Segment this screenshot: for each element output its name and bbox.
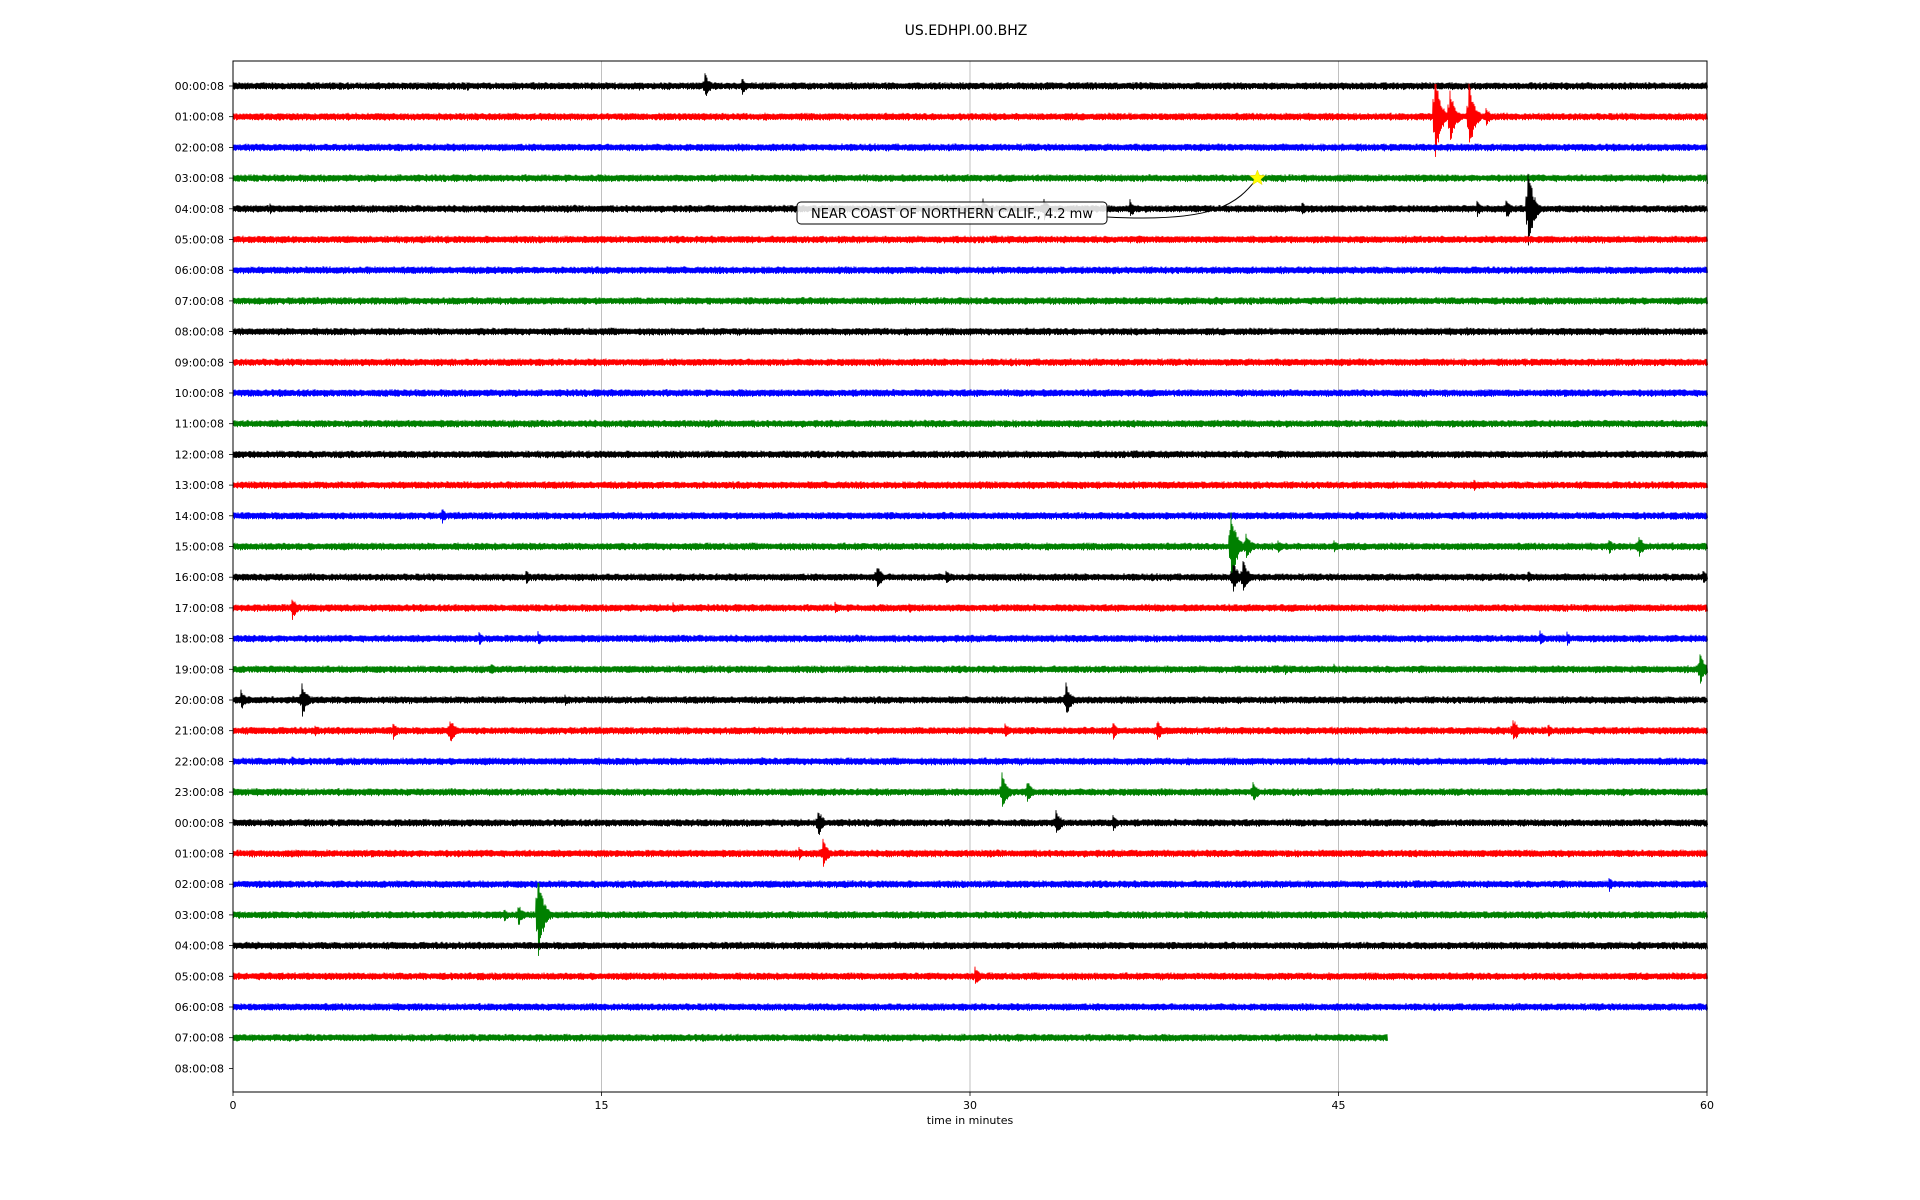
annotation-leader-line [1106,177,1258,219]
row-label-7: 07:00:08 [175,295,224,308]
trace-row-17 [232,599,1708,621]
trace-row-15 [232,512,1708,577]
trace-row-29 [232,966,1708,984]
row-label-4: 04:00:08 [175,203,224,216]
x-tick-label-60: 60 [1700,1099,1714,1112]
row-label-29: 05:00:08 [175,970,224,983]
row-label-11: 11:00:08 [175,418,224,431]
row-label-27: 03:00:08 [175,909,224,922]
trace-row-18 [232,630,1708,646]
trace-row-25 [232,838,1708,867]
trace-row-21 [232,720,1708,742]
seismogram-traces [232,73,1708,1042]
trace-row-27 [232,882,1708,957]
x-tick-label-0: 0 [230,1099,237,1112]
row-label-2: 02:00:08 [175,141,224,154]
row-label-23: 23:00:08 [175,786,224,799]
row-label-21: 21:00:08 [175,725,224,738]
row-label-17: 17:00:08 [175,602,224,615]
trace-row-10 [232,388,1708,398]
trace-row-0 [232,73,1708,97]
trace-row-14 [232,509,1708,524]
row-label-20: 20:00:08 [175,694,224,707]
row-label-14: 14:00:08 [175,510,224,523]
trace-row-19 [232,654,1708,684]
trace-row-30 [232,1002,1708,1012]
row-label-8: 08:00:08 [175,326,224,339]
trace-row-23 [232,772,1708,807]
event-star-icon [1249,169,1266,186]
row-label-9: 09:00:08 [175,356,224,369]
row-label-25: 01:00:08 [175,848,224,861]
trace-row-28 [232,941,1708,950]
row-label-31: 07:00:08 [175,1032,224,1045]
trace-row-22 [232,756,1708,766]
x-tick-label-45: 45 [1332,1099,1346,1112]
row-label-22: 22:00:08 [175,755,224,768]
trace-row-3 [232,170,1708,184]
row-label-15: 15:00:08 [175,541,224,554]
chart-title: US.EDHPI.00.BHZ [905,23,1028,39]
trace-row-7 [232,296,1708,306]
row-label-10: 10:00:08 [175,387,224,400]
trace-row-8 [232,326,1708,336]
trace-row-31 [232,1033,1388,1042]
row-label-0: 00:00:08 [175,80,224,93]
x-tick-label-15: 15 [595,1099,609,1112]
row-label-12: 12:00:08 [175,448,224,461]
row-label-6: 06:00:08 [175,264,224,277]
trace-row-20 [232,682,1708,717]
row-label-3: 03:00:08 [175,172,224,185]
trace-row-5 [232,235,1708,244]
trace-row-13 [232,479,1708,491]
row-label-32: 08:00:08 [175,1062,224,1075]
trace-row-26 [232,877,1708,892]
trace-row-1 [232,83,1708,158]
trace-row-16 [232,561,1708,592]
trace-row-11 [232,419,1708,428]
trace-row-12 [232,450,1708,459]
row-label-5: 05:00:08 [175,234,224,247]
row-label-26: 02:00:08 [175,878,224,891]
x-axis-ticks: 0 15 30 45 60 [230,1092,1714,1112]
trace-row-9 [232,358,1708,367]
row-label-18: 18:00:08 [175,633,224,646]
row-time-labels: 00:00:08 01:00:08 02:00:08 03:00:08 04:00:08… [175,80,233,1075]
annotation-box [796,201,1108,225]
annotation-label: NEAR COAST OF NORTHERN CALIF., 4.2 mw [811,207,1093,222]
x-axis-label: time in minutes [927,1114,1014,1127]
trace-row-6 [232,265,1708,275]
row-label-16: 16:00:08 [175,571,224,584]
row-label-19: 19:00:08 [175,663,224,676]
row-label-13: 13:00:08 [175,479,224,492]
row-label-28: 04:00:08 [175,940,224,953]
event-annotation: NEAR COAST OF NORTHERN CALIF., 4.2 mw [796,169,1266,225]
trace-row-24 [232,810,1708,835]
row-label-30: 06:00:08 [175,1001,224,1014]
x-tick-label-30: 30 [963,1099,977,1112]
row-label-24: 00:00:08 [175,817,224,830]
row-label-1: 01:00:08 [175,111,224,124]
trace-row-2 [232,143,1708,152]
